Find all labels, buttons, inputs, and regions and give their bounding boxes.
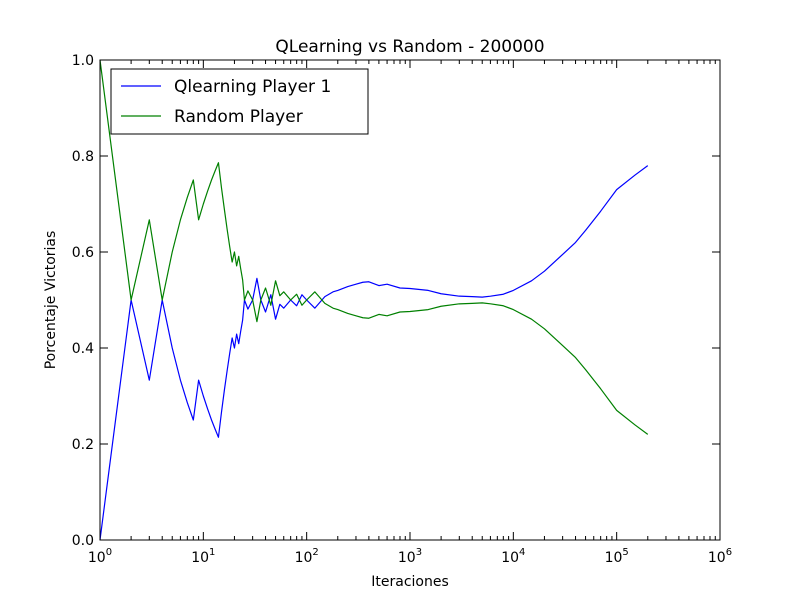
- x-tick-label: 105: [605, 547, 629, 566]
- y-tick-label: 0.8: [72, 149, 94, 165]
- chart-title: QLearning vs Random - 200000: [275, 37, 544, 57]
- x-axis-label: Iteraciones: [371, 574, 449, 590]
- y-tick-label: 0.2: [72, 437, 94, 453]
- plot-area: 100 101 102 103 104 105 106 0.0 0.2 0.4 0.6 0.8 1.0 Q…: [72, 53, 732, 566]
- legend-box: [110, 68, 369, 135]
- legend-label: Qlearning Player 1: [174, 77, 331, 97]
- x-tick-label: 102: [295, 547, 319, 566]
- x-tick-label: 100: [88, 547, 112, 566]
- series-line-0: [99, 165, 649, 541]
- y-tick-label: 1.0: [72, 53, 94, 69]
- x-tick-label: 104: [501, 547, 525, 566]
- y-tick-label: 0.4: [72, 341, 94, 357]
- y-tick-label: 0.0: [72, 533, 94, 549]
- y-tick-label: 0.6: [72, 245, 94, 261]
- series-line-1: [99, 59, 649, 435]
- legend-label: Random Player: [174, 107, 303, 127]
- y-axis-label: Porcentaje Victorias: [43, 231, 59, 370]
- x-tick-label: 101: [191, 547, 215, 566]
- legend: Qlearning Player 1 Random Player: [110, 68, 369, 135]
- x-tick-label: 103: [398, 547, 422, 566]
- x-tick-label: 106: [708, 547, 732, 566]
